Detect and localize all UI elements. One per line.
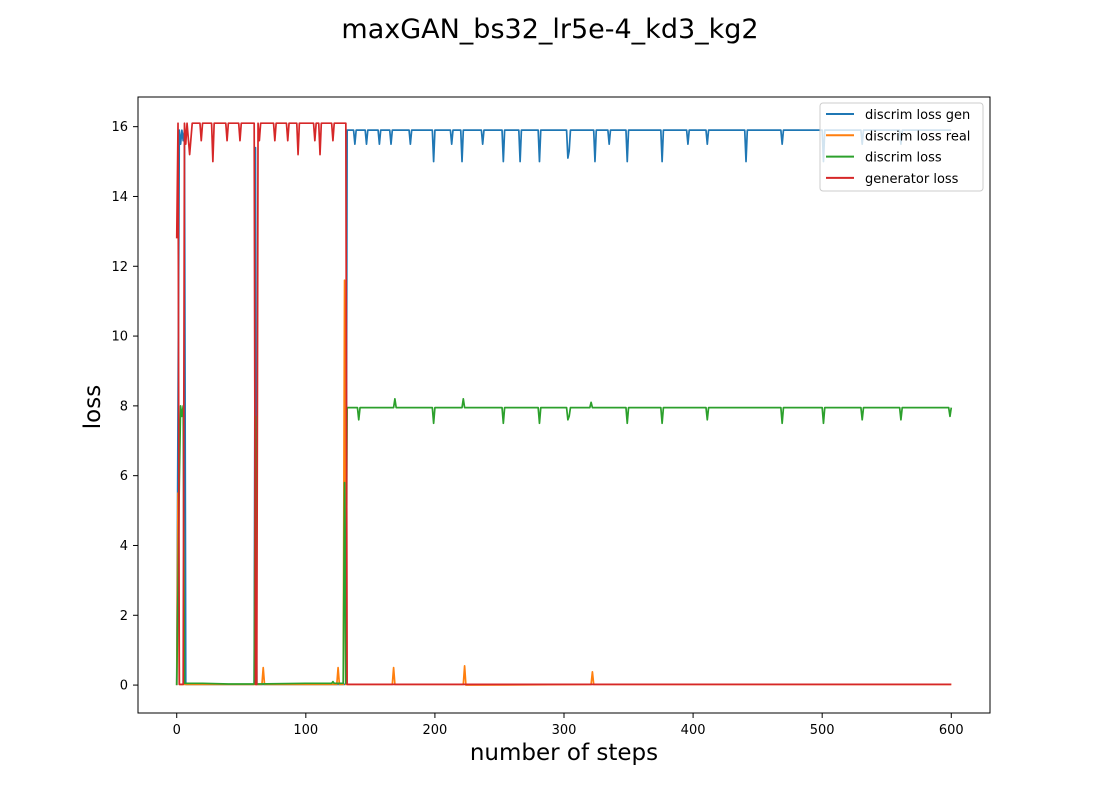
y-axis: 0 2 4 6 8 10 12 14 16	[111, 120, 138, 694]
y-tick-label: 12	[111, 260, 128, 275]
y-tick-label: 14	[111, 190, 128, 205]
x-tick-label: 300	[552, 723, 577, 738]
y-tick-label: 10	[111, 330, 128, 345]
legend-label-3: discrim loss	[865, 151, 942, 166]
plot-area	[137, 96, 991, 714]
legend: discrim loss gen discrim loss real discrim…	[819, 102, 984, 192]
x-axis: 0 100 200 300 400 500 600	[173, 713, 964, 738]
series-line-4	[175, 122, 952, 686]
x-axis-label: number of steps	[470, 740, 658, 766]
legend-label-4: generator loss	[865, 172, 959, 187]
x-tick-label: 0	[173, 723, 181, 738]
x-tick-label: 200	[422, 723, 447, 738]
y-tick-label: 4	[120, 539, 128, 554]
series-layer	[175, 122, 953, 686]
x-tick-label: 100	[293, 723, 318, 738]
legend-label-1: discrim loss gen	[865, 108, 970, 123]
y-axis-label: loss	[80, 385, 106, 429]
y-tick-label: 2	[120, 609, 128, 624]
x-tick-label: 400	[681, 723, 706, 738]
legend-label-2: discrim loss real	[865, 129, 970, 144]
chart-title: maxGAN_bs32_lr5e-4_kd3_kg2	[341, 14, 758, 45]
y-tick-label: 6	[120, 469, 128, 484]
axes-frame	[137, 96, 991, 714]
y-tick-label: 8	[120, 399, 128, 414]
x-tick-label: 600	[939, 723, 964, 738]
y-tick-label: 16	[111, 120, 128, 135]
x-tick-label: 500	[810, 723, 835, 738]
legend-box	[819, 102, 984, 192]
series-line-1	[175, 129, 952, 686]
series-line-3	[175, 398, 953, 686]
y-tick-label: 0	[120, 679, 128, 694]
